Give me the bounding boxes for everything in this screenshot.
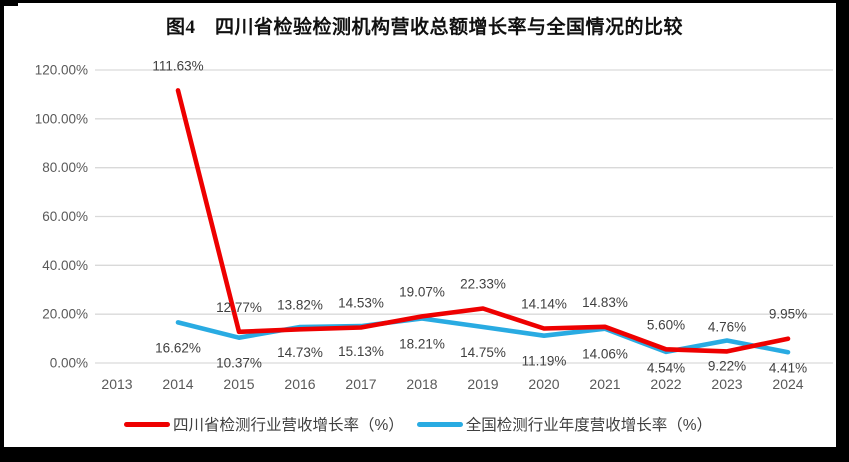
scan-border-bottom	[0, 447, 849, 462]
y-axis-tick-label: 120.00%	[35, 62, 88, 77]
scan-border-top	[0, 0, 849, 3]
x-axis-label: 2014	[162, 376, 193, 392]
data-label: 14.73%	[277, 345, 323, 360]
data-label: 4.54%	[647, 361, 685, 376]
data-label: 111.63%	[152, 58, 203, 73]
data-label: 4.76%	[708, 319, 746, 334]
data-label: 16.62%	[155, 340, 201, 355]
data-label: 5.60%	[647, 317, 685, 332]
x-axis-label: 2024	[772, 376, 803, 392]
legend-label-national: 全国检测行业年度营收增长率（%）	[465, 417, 713, 434]
y-axis-tick-label: 20.00%	[42, 307, 88, 322]
x-axis-label: 2020	[528, 376, 559, 392]
y-axis-tick-label: 100.00%	[35, 111, 88, 126]
chart-legend: 四川省检测行业营收增长率（%） 全国检测行业年度营收增长率（%）	[0, 412, 836, 436]
x-axis-label: 2017	[345, 376, 376, 392]
data-label: 14.14%	[521, 297, 567, 312]
data-label: 12.77%	[216, 300, 262, 315]
scan-border-left	[0, 0, 4, 462]
data-label: 13.82%	[277, 297, 323, 312]
legend-item-national: 全国检测行业年度营收增长率（%）	[416, 413, 713, 435]
y-axis-tick-label: 60.00%	[42, 209, 88, 224]
y-axis-tick-label: 80.00%	[42, 160, 88, 175]
chart-title: 图4 四川省检验检测机构营收总额增长率与全国情况的比较	[165, 17, 683, 38]
data-label: 19.07%	[399, 284, 445, 299]
data-label: 14.06%	[582, 347, 628, 362]
data-label: 11.19%	[522, 354, 567, 369]
x-axis-label: 2018	[406, 376, 437, 392]
x-axis-label: 2015	[223, 376, 254, 392]
legend-item-sichuan: 四川省检测行业营收增长率（%）	[123, 413, 404, 435]
series-line-sichuan	[175, 88, 791, 354]
x-axis-label: 2021	[589, 376, 620, 392]
scan-border-top-left	[0, 0, 18, 6]
data-label: 14.75%	[460, 345, 506, 360]
x-axis-label: 2016	[284, 376, 315, 392]
y-axis-tick-label: 40.00%	[42, 258, 88, 273]
data-label: 9.95%	[769, 307, 807, 322]
data-label: 14.83%	[582, 295, 628, 310]
legend-label-sichuan: 四川省检测行业营收增长率（%）	[172, 417, 404, 434]
scan-border-right	[836, 0, 849, 462]
legend-swatch-red-line	[123, 421, 170, 427]
legend-swatch-blue-line	[416, 421, 463, 427]
data-label: 4.41%	[769, 361, 807, 376]
x-axis-label: 2023	[711, 376, 742, 392]
data-label: 10.37%	[216, 356, 262, 371]
y-axis-tick-label: 0.00%	[50, 356, 88, 371]
x-axis-label: 2013	[101, 376, 132, 392]
data-label: 14.53%	[338, 296, 384, 311]
x-axis-label: 2019	[467, 376, 498, 392]
data-label: 9.22%	[708, 359, 746, 374]
x-axis-label: 2022	[650, 376, 681, 392]
data-label: 15.13%	[338, 344, 384, 359]
data-label: 22.33%	[460, 277, 506, 292]
data-label: 18.21%	[399, 337, 445, 352]
